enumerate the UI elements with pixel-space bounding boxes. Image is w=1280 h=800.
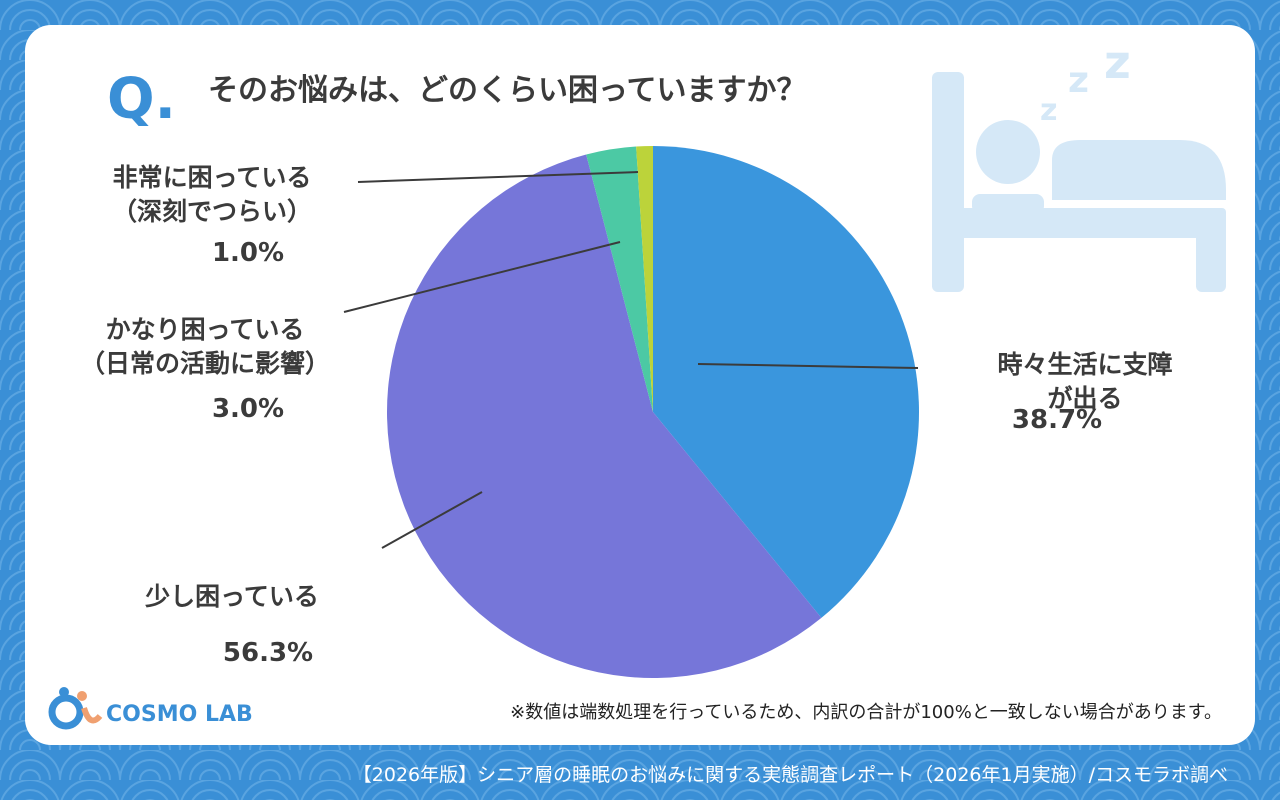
bed-icon: z z z xyxy=(932,35,1226,292)
chart-title: そのお悩みは、どのくらい困っていますか？ xyxy=(208,73,807,108)
svg-text:z: z xyxy=(1040,93,1057,128)
logo: COSMO LAB xyxy=(106,702,253,727)
logo-icon xyxy=(48,687,103,730)
slice-label: かなり困っている （日常の活動に影響） xyxy=(79,315,331,378)
svg-text:z: z xyxy=(1068,60,1089,101)
value-label: 56.3% xyxy=(222,638,314,668)
pie-slice xyxy=(387,154,822,679)
slice-label: 非常に困っている （深刻でつらい） xyxy=(111,163,313,226)
slice-label: 時々生活に支障が出る xyxy=(997,350,1173,413)
question-mark: Q. xyxy=(107,67,176,132)
value-label: 38.7% xyxy=(1011,405,1103,435)
pie-slice xyxy=(636,146,653,412)
leader-lines xyxy=(343,171,919,549)
svg-text:z: z xyxy=(1104,35,1131,89)
note: ※数値は端数処理を行っているため、内訳の合計が100%と一致しない場合があります… xyxy=(510,702,1222,723)
pie-slice xyxy=(653,146,920,618)
value-label: 1.0% xyxy=(211,238,285,268)
footer: 【2026年版】シニア層の睡眠のお悩みに関する実態調査レポート（2026年1月実… xyxy=(353,764,1228,786)
slice-label: 少し困っている xyxy=(145,582,319,611)
value-label: 3.0% xyxy=(211,394,285,424)
pie-slice xyxy=(586,146,653,413)
